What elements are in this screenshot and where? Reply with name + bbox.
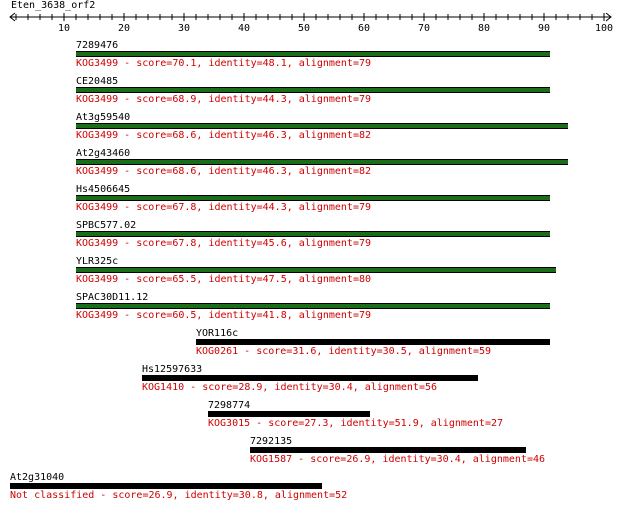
hit-name[interactable]: CE20485: [76, 76, 119, 87]
ruler-tick-label: 40: [238, 23, 250, 34]
hit-description[interactable]: KOG3499 - score=68.9, identity=44.3, ali…: [76, 94, 372, 105]
hit-name[interactable]: YLR325c: [76, 256, 119, 267]
hit-description[interactable]: KOG3499 - score=68.6, identity=46.3, ali…: [76, 130, 372, 141]
hit-alignment-bar[interactable]: [208, 411, 370, 417]
hit-description[interactable]: Not classified - score=26.9, identity=30…: [10, 490, 348, 501]
ruler-left-arrow: [9, 12, 16, 22]
hit-name[interactable]: 7292135: [250, 436, 293, 447]
hit-description[interactable]: KOG0261 - score=31.6, identity=30.5, ali…: [196, 346, 492, 357]
hit-name[interactable]: 7298774: [208, 400, 251, 411]
hit-alignment-bar[interactable]: [250, 447, 526, 453]
position-ruler: 10 20 30 40 50 60 70 80 90 100: [9, 12, 613, 34]
ruler-tick-label: 60: [358, 23, 370, 34]
hit-name[interactable]: Hs12597633: [142, 364, 203, 375]
hit-alignment-bar[interactable]: [10, 483, 322, 489]
hit-name[interactable]: At2g31040: [10, 472, 65, 483]
ruler-tick-label: 50: [298, 23, 310, 34]
hit-alignment-bar[interactable]: [76, 87, 550, 93]
ruler-tick-label: 100: [595, 23, 613, 34]
ruler-tick-label: 80: [478, 23, 490, 34]
ruler-tick-label: 20: [118, 23, 130, 34]
hit-name[interactable]: 7289476: [76, 40, 119, 51]
hit-description[interactable]: KOG1587 - score=26.9, identity=30.4, ali…: [250, 454, 546, 465]
hit-description[interactable]: KOG3499 - score=65.5, identity=47.5, ali…: [76, 274, 372, 285]
ruler-tick-label: 90: [538, 23, 550, 34]
hit-name[interactable]: At2g43460: [76, 148, 131, 159]
hit-alignment-bar[interactable]: [76, 231, 550, 237]
hit-name[interactable]: At3g59540: [76, 112, 131, 123]
ruler-tick-label: 30: [178, 23, 190, 34]
hit-description[interactable]: KOG3499 - score=68.6, identity=46.3, ali…: [76, 166, 372, 177]
hit-alignment-bar[interactable]: [142, 375, 478, 381]
hit-description[interactable]: KOG3499 - score=60.5, identity=41.8, ali…: [76, 310, 372, 321]
hit-alignment-bar[interactable]: [196, 339, 550, 345]
hit-description[interactable]: KOG1410 - score=28.9, identity=30.4, ali…: [142, 382, 438, 393]
ruler-right-arrow: [605, 12, 612, 22]
hit-alignment-bar[interactable]: [76, 195, 550, 201]
hit-name[interactable]: SPAC30D11.12: [76, 292, 149, 303]
hit-alignment-bar[interactable]: [76, 159, 568, 165]
query-title: Eten_3638_orf2: [11, 0, 96, 11]
hit-name[interactable]: SPBC577.02: [76, 220, 137, 231]
hit-alignment-bar[interactable]: [76, 123, 568, 129]
hit-alignment-bar[interactable]: [76, 267, 556, 273]
hit-description[interactable]: KOG3499 - score=70.1, identity=48.1, ali…: [76, 58, 372, 69]
ruler-tick-label: 10: [58, 23, 70, 34]
hit-name[interactable]: Hs4506645: [76, 184, 131, 195]
hit-description[interactable]: KOG3499 - score=67.8, identity=45.6, ali…: [76, 238, 372, 249]
hit-alignment-bar[interactable]: [76, 303, 550, 309]
hit-name[interactable]: YOR116c: [196, 328, 239, 339]
hit-description[interactable]: KOG3015 - score=27.3, identity=51.9, ali…: [208, 418, 504, 429]
hit-description[interactable]: KOG3499 - score=67.8, identity=44.3, ali…: [76, 202, 372, 213]
hit-alignment-bar[interactable]: [76, 51, 550, 57]
ruler-tick-label: 70: [418, 23, 430, 34]
